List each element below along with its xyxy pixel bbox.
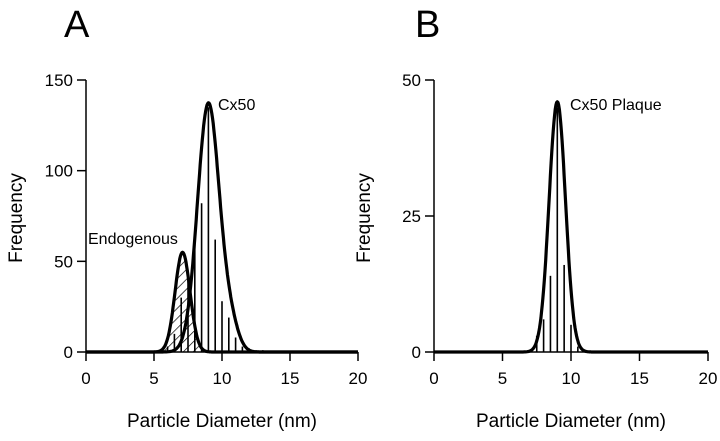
x-tick-label: 10 bbox=[213, 369, 232, 388]
x-tick-label: 20 bbox=[699, 369, 718, 388]
x-tick-label: 0 bbox=[81, 369, 90, 388]
y-tick-label: 100 bbox=[45, 162, 73, 181]
panel-label: B bbox=[415, 4, 440, 46]
y-tick-label: 0 bbox=[412, 343, 421, 362]
curve-label: Endogenous bbox=[88, 231, 178, 248]
y-axis-label: Frequency bbox=[6, 173, 27, 263]
x-tick-label: 5 bbox=[498, 369, 507, 388]
y-tick-label: 25 bbox=[402, 207, 421, 226]
y-tick-label: 50 bbox=[54, 252, 73, 271]
curve-label: Cx50 bbox=[218, 97, 255, 114]
panel-b: B Cx50 Plaque 0 5 10 15 20 0 25 50 Particle Diamet… bbox=[354, 4, 717, 432]
y-tick-label: 50 bbox=[402, 71, 421, 90]
fit-curve bbox=[433, 100, 709, 354]
y-tick-label: 150 bbox=[45, 71, 73, 90]
x-tick-label: 5 bbox=[149, 369, 158, 388]
y-axis-label: Frequency bbox=[354, 173, 375, 263]
x-axis-label: Particle Diameter (nm) bbox=[127, 411, 317, 432]
x-tick-label: 20 bbox=[349, 369, 368, 388]
x-tick-label: 15 bbox=[630, 369, 649, 388]
panel-a: A Cx50 Endogenous 0 5 10 15 20 0 50 100 150 Particle… bbox=[6, 4, 367, 432]
x-tick-label: 10 bbox=[562, 369, 581, 388]
x-axis-label: Particle Diameter (nm) bbox=[476, 411, 666, 432]
curve-label: Cx50 Plaque bbox=[570, 97, 662, 114]
x-tick-label: 0 bbox=[429, 369, 438, 388]
y-tick-label: 0 bbox=[64, 343, 73, 362]
panel-label: A bbox=[64, 4, 90, 46]
x-tick-label: 15 bbox=[281, 369, 300, 388]
